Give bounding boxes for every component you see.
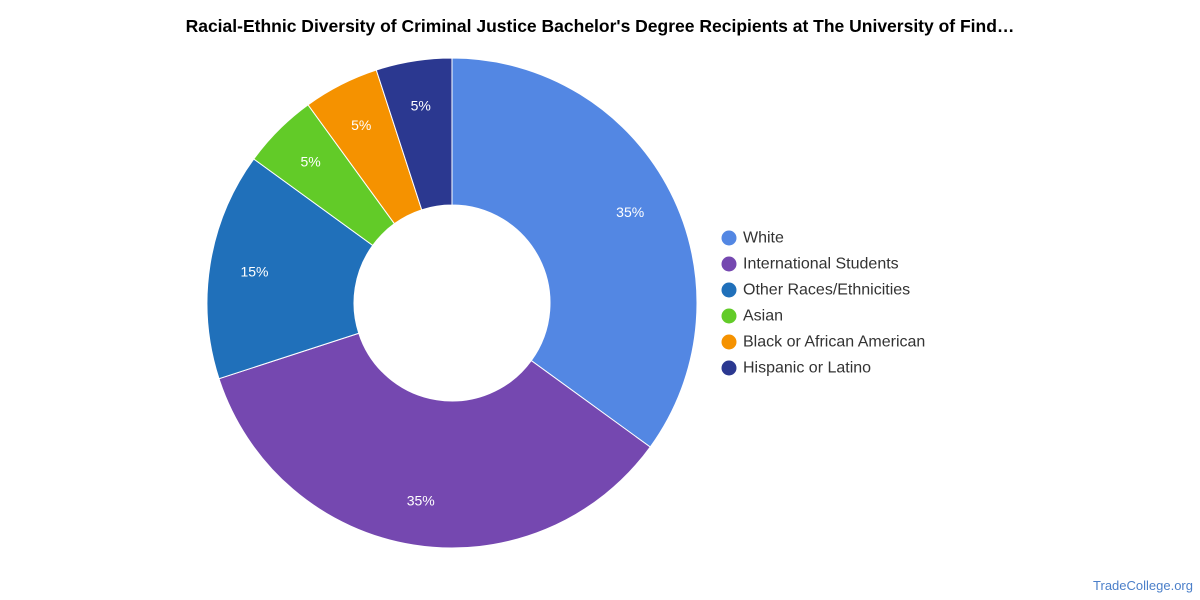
legend-swatch bbox=[721, 282, 737, 298]
legend-swatch bbox=[721, 308, 737, 324]
slice-white[interactable] bbox=[451, 57, 698, 448]
legend-item-other-races-ethnicities[interactable]: Other Races/Ethnicities bbox=[721, 282, 911, 299]
legend: White International Students Other Races/E… bbox=[721, 230, 926, 377]
slice-label-hispanic-or-latino: 5% bbox=[411, 97, 431, 113]
legend-label: Asian bbox=[743, 308, 783, 325]
slice-other-races-ethnicities[interactable] bbox=[206, 158, 374, 380]
chart-title: Racial-Ethnic Diversity of Criminal Just… bbox=[185, 16, 1015, 36]
slice-label-other-races-ethnicities: 15% bbox=[240, 264, 268, 280]
slice-label-black-or-african-american: 5% bbox=[351, 117, 371, 133]
slices-group bbox=[206, 57, 698, 549]
legend-swatch bbox=[721, 256, 737, 272]
slice-label-asian: 5% bbox=[300, 154, 320, 170]
legend-item-black-or-african-american[interactable]: Black or African American bbox=[721, 334, 926, 351]
legend-label: Hispanic or Latino bbox=[743, 360, 871, 377]
legend-label: International Students bbox=[743, 256, 899, 273]
legend-item-white[interactable]: White bbox=[721, 230, 785, 247]
legend-item-international-students[interactable]: International Students bbox=[721, 256, 899, 273]
legend-swatch bbox=[721, 230, 737, 246]
legend-label: Other Races/Ethnicities bbox=[743, 282, 910, 299]
legend-item-hispanic-or-latino[interactable]: Hispanic or Latino bbox=[721, 360, 872, 377]
slice-international-students[interactable] bbox=[218, 332, 651, 549]
legend-item-asian[interactable]: Asian bbox=[721, 308, 784, 325]
legend-swatch bbox=[721, 334, 737, 350]
slice-labels-group: 35% 35% 15% 5% 5% 5% bbox=[240, 97, 644, 508]
legend-label: White bbox=[743, 230, 784, 247]
slice-label-white: 35% bbox=[616, 204, 644, 220]
legend-label: Black or African American bbox=[743, 334, 925, 351]
slice-label-international-students: 35% bbox=[407, 493, 435, 509]
slice-hispanic-or-latino[interactable] bbox=[375, 57, 453, 211]
legend-swatch bbox=[721, 360, 737, 376]
source-watermark[interactable]: TradeCollege.org bbox=[1093, 578, 1193, 593]
